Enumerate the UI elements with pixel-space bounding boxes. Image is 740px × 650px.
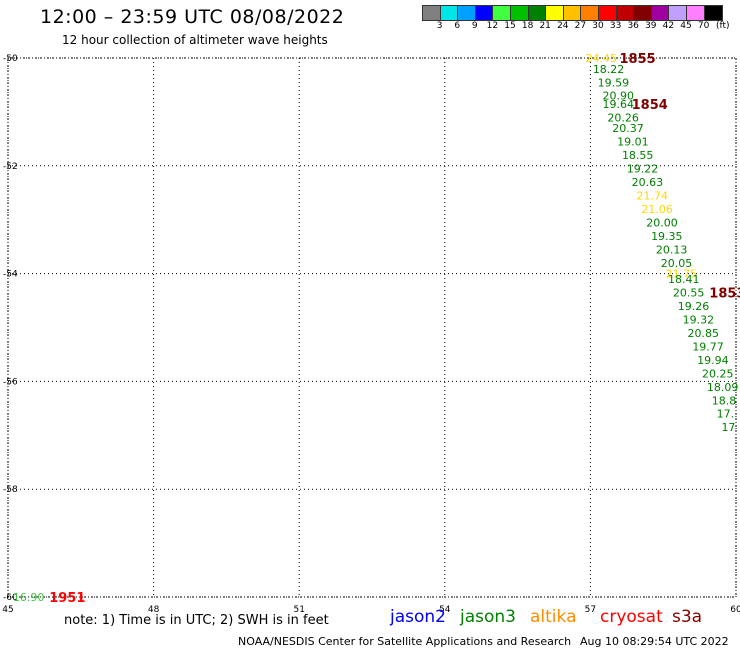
satellite-s3a: s3a [672, 607, 703, 627]
swh-value-label: 18.8 [712, 394, 737, 407]
legend-swatch [703, 5, 724, 21]
swh-value-label: 20.85 [687, 327, 719, 340]
swh-value-label: 21.75 [666, 268, 698, 281]
footer-note: note: 1) Time is in UTC; 2) SWH is in fe… [64, 613, 329, 628]
legend-label: 15 [504, 21, 516, 31]
timestamp-text: Aug 10 08:29:54 UTC 2022 [580, 635, 729, 648]
swh-value-label: 20.05 [661, 257, 693, 270]
swh-value-label: 20.25 [702, 367, 734, 380]
time-label: 1854 [632, 98, 668, 113]
swh-value-label: 20.26 [607, 111, 639, 124]
legend-label: 39 [645, 21, 657, 31]
x-tick-label: 51 [293, 605, 304, 615]
swh-value-label: 19.94 [697, 354, 729, 367]
swh-value-label: 20.00 [646, 216, 678, 229]
satellite-altika: altika [530, 607, 577, 627]
swh-value-label: 16.90 [13, 591, 45, 604]
swh-value-label: 19.26 [678, 300, 710, 313]
swh-value-label: 20.13 [656, 243, 688, 256]
swh-value-label: 19.77 [692, 340, 724, 353]
legend-label: 27 [574, 21, 587, 31]
swh-value-label: 21.74 [637, 189, 669, 202]
legend-label: 36 [627, 21, 639, 31]
swh-value-label: 20.37 [612, 122, 644, 135]
x-tick-label: 45 [2, 605, 13, 615]
legend-label: 30 [592, 21, 604, 31]
legend-label: 3 [436, 21, 443, 31]
swh-value-label: 24.45 [586, 52, 618, 65]
x-tick-label: 54 [439, 605, 451, 615]
swh-value-label: 18.55 [622, 149, 654, 162]
swh-value-label: 19.64 [603, 98, 635, 111]
swh-value-label: 19.59 [598, 76, 630, 89]
x-tick-label: 48 [148, 605, 160, 615]
swh-value-label: 19.22 [627, 162, 659, 175]
swh-value-label: 20.90 [603, 90, 635, 103]
legend-label: 18 [521, 21, 534, 31]
legend-label: 6 [454, 21, 461, 31]
y-tick-label: -60 [3, 593, 18, 603]
y-tick-label: -54 [3, 270, 18, 280]
page-subtitle: 12 hour collection of altimeter wave hei… [62, 33, 328, 47]
legend-label: 70 [697, 21, 710, 31]
y-tick-label: -58 [3, 485, 18, 495]
swh-value-label: 19.01 [617, 136, 649, 149]
swh-value-label: 17. [717, 408, 735, 421]
legend-label: 33 [609, 21, 622, 31]
legend-label: 9 [471, 21, 478, 31]
legend-label: 42 [662, 21, 675, 31]
swh-value-label: 19.32 [683, 313, 715, 326]
y-tick-label: -52 [3, 162, 18, 172]
swh-value-label: 20.63 [632, 176, 664, 189]
legend-label: 24 [557, 21, 569, 31]
swh-value-label: 18.41 [668, 273, 700, 286]
swh-value-label: 19.35 [651, 230, 683, 243]
page-title: 12:00 – 23:59 UTC 08/08/2022 [40, 6, 345, 28]
swh-value-label: 18.22 [593, 63, 625, 76]
y-tick-label: -50 [3, 54, 18, 64]
time-label: 1951 [49, 591, 85, 606]
legend-unit: (ft) [716, 21, 730, 31]
x-tick-label: 60 [730, 605, 740, 615]
swh-value-label: 18.09 [707, 381, 739, 394]
satellite-jason2: jason2 [390, 607, 446, 627]
swh-value-label: 20.55 [673, 286, 705, 299]
y-tick-label: -56 [3, 377, 18, 387]
swh-value-label: 17 [721, 421, 735, 434]
legend-label: 45 [680, 21, 692, 31]
credit-text: NOAA/NESDIS Center for Satellite Applica… [238, 635, 572, 648]
satellite-cryosat: cryosat [600, 607, 663, 627]
legend-label: 12 [486, 21, 499, 31]
satellite-jason3: jason3 [460, 607, 516, 627]
time-label: 1855 [620, 52, 656, 67]
legend-label: 21 [539, 21, 551, 31]
time-label: 1853 [709, 286, 740, 301]
swh-value-label: 21.06 [641, 203, 673, 216]
x-tick-label: 57 [585, 605, 596, 615]
